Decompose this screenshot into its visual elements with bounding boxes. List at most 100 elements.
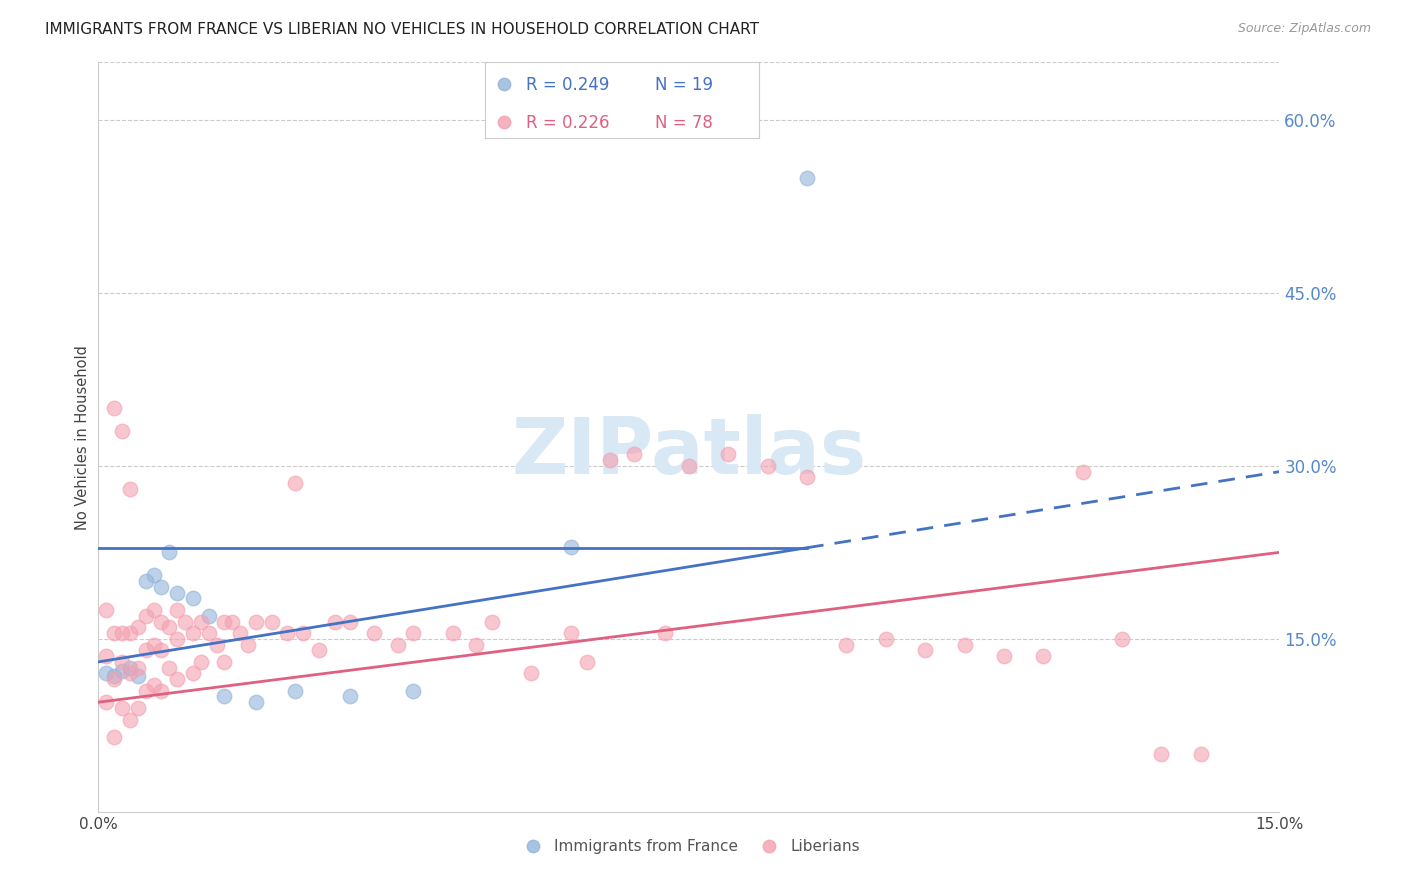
Point <box>103 669 125 683</box>
Point <box>118 660 141 674</box>
Point <box>103 672 125 686</box>
Point <box>166 632 188 646</box>
Point <box>214 655 236 669</box>
Point <box>363 626 385 640</box>
Point <box>796 470 818 484</box>
Point <box>157 660 180 674</box>
Point <box>127 620 149 634</box>
Point <box>111 664 134 678</box>
Point <box>236 638 259 652</box>
Point <box>339 615 361 629</box>
Point <box>245 695 267 709</box>
Point <box>284 683 307 698</box>
Point <box>96 649 118 664</box>
Point <box>875 632 897 646</box>
Point <box>260 615 283 629</box>
Point <box>214 615 236 629</box>
Point <box>599 453 621 467</box>
Point <box>181 591 204 606</box>
Point <box>118 713 141 727</box>
Point <box>127 701 149 715</box>
Point <box>166 585 188 599</box>
Point <box>135 643 157 657</box>
Point <box>142 568 165 582</box>
Point <box>284 476 307 491</box>
Point <box>214 690 236 704</box>
Point <box>654 626 676 640</box>
Point <box>157 620 180 634</box>
Point <box>150 643 173 657</box>
Point <box>993 649 1015 664</box>
Point <box>166 603 188 617</box>
Point <box>441 626 464 640</box>
Point <box>103 730 125 744</box>
Point <box>1111 632 1133 646</box>
Point <box>339 690 361 704</box>
Point <box>190 615 212 629</box>
Point <box>308 643 330 657</box>
Point <box>1071 465 1094 479</box>
Point <box>623 447 645 461</box>
Point <box>150 580 173 594</box>
Point <box>205 638 228 652</box>
Point <box>96 695 118 709</box>
Point <box>465 638 488 652</box>
Point <box>481 615 503 629</box>
Point <box>150 683 173 698</box>
Point <box>221 615 243 629</box>
Point <box>127 669 149 683</box>
Point <box>717 447 740 461</box>
Point <box>387 638 409 652</box>
Point <box>181 626 204 640</box>
Point <box>678 458 700 473</box>
Point <box>1189 747 1212 761</box>
Point <box>111 701 134 715</box>
Text: R = 0.249: R = 0.249 <box>526 76 610 95</box>
Point <box>575 655 598 669</box>
Point <box>197 608 219 623</box>
Point <box>118 482 141 496</box>
Text: N = 19: N = 19 <box>655 76 713 95</box>
Point <box>142 638 165 652</box>
Point <box>560 626 582 640</box>
Point <box>402 683 425 698</box>
Point <box>914 643 936 657</box>
Point <box>103 401 125 416</box>
Point <box>96 666 118 681</box>
Text: N = 78: N = 78 <box>655 114 713 132</box>
Point <box>953 638 976 652</box>
Point <box>1150 747 1173 761</box>
Point <box>157 545 180 559</box>
Text: IMMIGRANTS FROM FRANCE VS LIBERIAN NO VEHICLES IN HOUSEHOLD CORRELATION CHART: IMMIGRANTS FROM FRANCE VS LIBERIAN NO VE… <box>45 22 759 37</box>
Point <box>142 678 165 692</box>
Point <box>520 666 543 681</box>
Point <box>111 655 134 669</box>
Point <box>181 666 204 681</box>
Y-axis label: No Vehicles in Household: No Vehicles in Household <box>75 344 90 530</box>
Point <box>166 672 188 686</box>
Point <box>135 574 157 589</box>
Point <box>174 615 197 629</box>
Point <box>796 170 818 185</box>
Point <box>103 626 125 640</box>
Point <box>111 425 134 439</box>
Point <box>323 615 346 629</box>
Point <box>292 626 315 640</box>
Point <box>229 626 252 640</box>
Point <box>127 660 149 674</box>
Text: R = 0.226: R = 0.226 <box>526 114 610 132</box>
Point <box>276 626 298 640</box>
Point <box>835 638 858 652</box>
Point <box>150 615 173 629</box>
Point <box>245 615 267 629</box>
Point <box>135 608 157 623</box>
Point <box>197 626 219 640</box>
Text: Source: ZipAtlas.com: Source: ZipAtlas.com <box>1237 22 1371 36</box>
Point <box>118 626 141 640</box>
Point <box>96 603 118 617</box>
Point <box>1032 649 1054 664</box>
Point <box>402 626 425 640</box>
Point <box>560 540 582 554</box>
Point <box>190 655 212 669</box>
Point <box>118 666 141 681</box>
